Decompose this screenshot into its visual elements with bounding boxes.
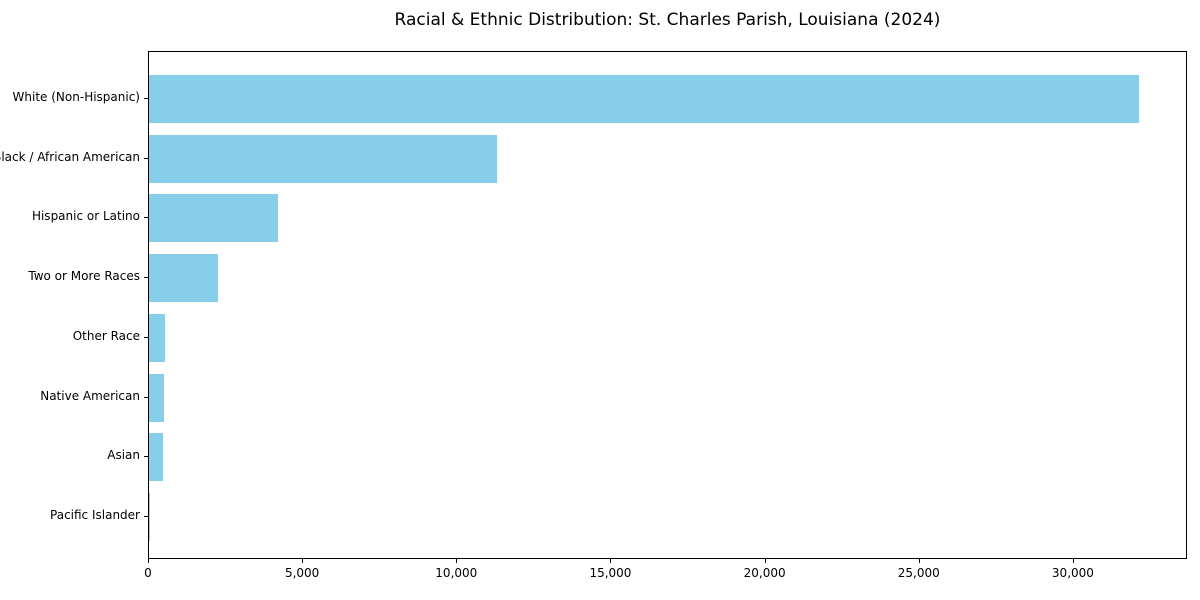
chart-title: Racial & Ethnic Distribution: St. Charle… [394, 10, 941, 30]
y-tick-mark [144, 456, 148, 458]
x-tick-label: 5,000 [284, 566, 320, 580]
bar-asian [149, 433, 163, 482]
x-tick-label: 0 [144, 566, 152, 580]
y-tick-label: Two or More Races [28, 269, 140, 284]
y-tick-mark [144, 157, 148, 159]
y-tick-label: Hispanic or Latino [31, 209, 140, 224]
y-tick-mark [144, 217, 148, 219]
y-tick-label: Native American [40, 388, 140, 403]
y-tick-mark [144, 515, 148, 517]
bar-white-non-hispanic [149, 75, 1139, 123]
x-tick-mark [919, 559, 920, 563]
bar-pacific-islander [149, 492, 150, 541]
y-tick-label: Pacific Islander [50, 507, 140, 522]
x-tick-mark [765, 559, 766, 563]
y-tick-mark [144, 98, 148, 99]
x-tick-mark [456, 559, 457, 563]
bar-other-race [149, 313, 165, 362]
x-tick-label: 10,000 [435, 566, 478, 580]
y-tick-label: Other Race [72, 328, 140, 343]
y-tick-label: Asian [107, 448, 140, 463]
y-tick-mark [144, 396, 148, 398]
y-tick-mark [144, 336, 148, 338]
bar-native-american [149, 373, 164, 422]
x-tick-mark [1073, 559, 1074, 563]
x-tick-label: 30,000 [1051, 566, 1094, 580]
y-tick-mark [144, 277, 148, 279]
x-tick-label: 25,000 [897, 566, 940, 580]
x-tick-label: 20,000 [743, 566, 786, 580]
x-tick-label: 15,000 [589, 566, 632, 580]
bar-two-or-more-races [149, 254, 218, 303]
bar-hispanic-or-latino [149, 194, 278, 243]
x-tick-mark [610, 559, 611, 563]
y-tick-label: White (Non-Hispanic) [12, 90, 140, 104]
y-tick-label: Black / African American [0, 149, 140, 164]
bar-black-african-american [149, 134, 497, 183]
x-tick-mark [302, 559, 303, 563]
plot-area [148, 51, 1187, 559]
x-tick-mark [148, 559, 149, 563]
